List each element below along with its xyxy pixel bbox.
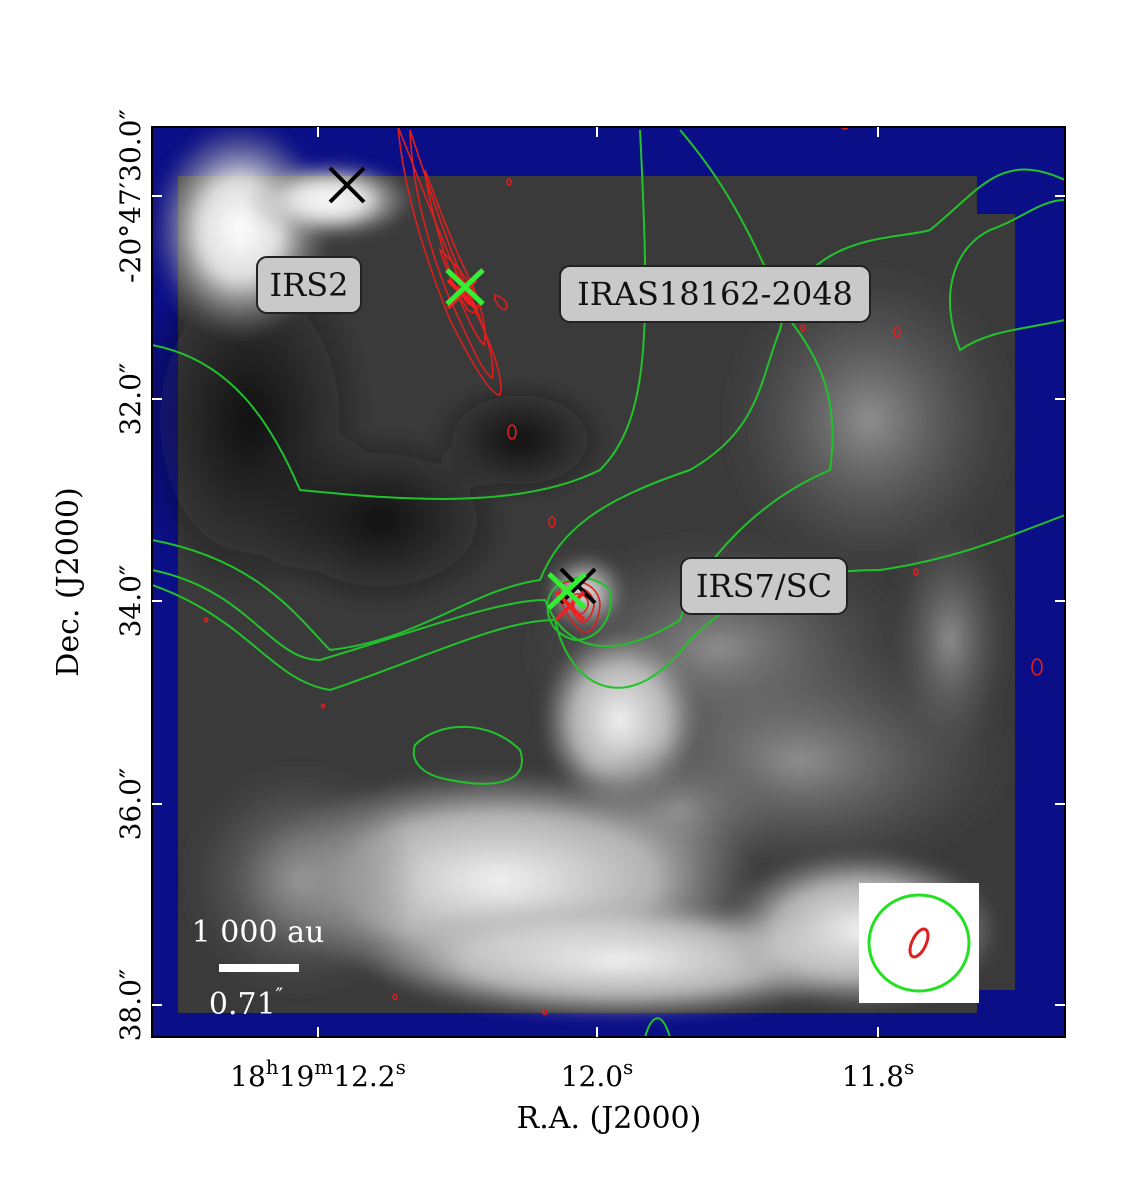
red-contours	[203, 127, 1043, 1016]
tick-marks	[152, 127, 1065, 1037]
green-contours	[152, 129, 1065, 1037]
svg-text:IRAS18162-2048: IRAS18162-2048	[577, 275, 853, 313]
y-axis-title: Dec. (J2000)	[51, 487, 86, 676]
dec-tick-3: 34.0″	[114, 565, 147, 638]
beam-inset	[859, 883, 979, 1003]
cross-black-irs7	[559, 567, 597, 605]
label-irs2: IRS2	[256, 256, 362, 314]
ra-tick-1: 18h19m12.2s	[230, 1055, 406, 1093]
svg-text:1 000 au: 1 000 au	[192, 915, 325, 950]
x-axis-title: R.A. (J2000)	[517, 1101, 702, 1136]
cross-green-irs7	[547, 572, 587, 610]
svg-text:IRS7/SC: IRS7/SC	[696, 567, 832, 605]
svg-text:0.71″: 0.71″	[209, 983, 283, 1022]
ra-tick-3: 11.8s	[842, 1055, 915, 1093]
cross-black-irs2	[328, 166, 366, 204]
dec-tick-1: -20°47′30.0″	[114, 109, 147, 283]
scale-bar: 1 000 au 0.71″	[192, 915, 325, 1022]
dec-tick-labels: -20°47′30.0″ 32.0″ 34.0″ 36.0″ 38.0″	[114, 109, 147, 1041]
dec-tick-2: 32.0″	[114, 363, 147, 436]
dec-tick-5: 38.0″	[114, 969, 147, 1042]
cross-red-iras	[446, 278, 478, 310]
map-area: IRS2 IRAS18162-2048 IRS7/SC 1 000 au 0.7…	[152, 127, 1065, 1037]
ra-tick-labels: 18h19m12.2s 12.0s 11.8s	[230, 1055, 914, 1093]
label-irs7-sc: IRS7/SC	[680, 557, 848, 615]
dec-tick-4: 36.0″	[114, 768, 147, 841]
svg-text:IRS2: IRS2	[269, 266, 348, 304]
label-iras18162-2048: IRAS18162-2048	[559, 265, 871, 323]
plot-frame	[151, 126, 1066, 1038]
ra-tick-2: 12.0s	[561, 1055, 634, 1093]
cross-green-iras	[445, 268, 485, 306]
